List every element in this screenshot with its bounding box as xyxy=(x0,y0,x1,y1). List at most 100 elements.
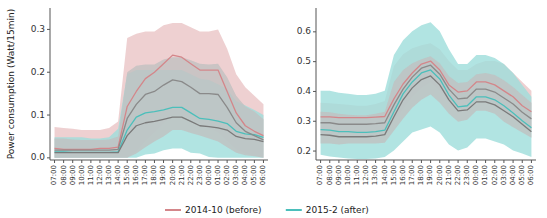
x-tick-label: 07:00 xyxy=(50,165,58,185)
x-tick xyxy=(357,160,358,163)
x-tick-label: 10:00 xyxy=(344,165,352,185)
x-tick xyxy=(421,160,422,163)
x-tick-label: 16:00 xyxy=(399,165,407,185)
y-tick xyxy=(47,115,50,116)
x-tick-label: 01:00 xyxy=(214,165,222,185)
x-tick xyxy=(320,160,321,163)
x-tick-label: 21:00 xyxy=(178,165,186,185)
x-tick-label: 05:00 xyxy=(518,165,526,185)
x-tick-label: 23:00 xyxy=(463,165,471,185)
x-tick xyxy=(384,160,385,163)
x-tick xyxy=(236,160,237,163)
x-tick xyxy=(63,160,64,163)
x-tick-label: 01:00 xyxy=(481,165,489,185)
x-tick-label: 08:00 xyxy=(326,165,334,185)
y-tick xyxy=(313,91,316,92)
x-tick-label: 22:00 xyxy=(454,165,462,185)
x-tick xyxy=(127,160,128,163)
x-tick xyxy=(136,160,137,163)
x-tick-label: 16:00 xyxy=(132,165,140,185)
line xyxy=(55,117,264,153)
x-tick-label: 07:00 xyxy=(316,165,324,185)
x-tick xyxy=(72,160,73,163)
y-tick xyxy=(47,72,50,73)
x-tick xyxy=(448,160,449,163)
y-tick-label: 0.0 xyxy=(31,152,46,162)
x-tick xyxy=(245,160,246,163)
x-tick xyxy=(403,160,404,163)
x-tick-label: 03:00 xyxy=(500,165,508,185)
x-tick xyxy=(54,160,55,163)
x-tick-label: 09:00 xyxy=(335,165,343,185)
x-tick-label: 22:00 xyxy=(187,165,195,185)
x-tick-label: 19:00 xyxy=(159,165,167,185)
plot-area xyxy=(321,22,532,159)
line xyxy=(55,107,264,152)
x-tick xyxy=(172,160,173,163)
x-tick xyxy=(254,160,255,163)
x-tick-label: 10:00 xyxy=(78,165,86,185)
x-tick xyxy=(531,160,532,163)
y-tick xyxy=(313,121,316,122)
y-tick xyxy=(47,29,50,30)
x-tick-label: 11:00 xyxy=(87,165,95,185)
x-tick xyxy=(467,160,468,163)
x-tick xyxy=(81,160,82,163)
line xyxy=(321,61,532,118)
y-tick-label: 0.1 xyxy=(31,110,45,120)
x-tick-label: 14:00 xyxy=(114,165,122,185)
x-tick-label: 20:00 xyxy=(169,165,177,185)
band xyxy=(55,57,264,158)
line xyxy=(321,70,532,132)
x-tick-label: 09:00 xyxy=(69,165,77,185)
x-tick xyxy=(494,160,495,163)
x-tick-label: 04:00 xyxy=(509,165,517,185)
y-tick xyxy=(313,151,316,152)
x-tick xyxy=(118,160,119,163)
panel: 0.20.30.40.50.607:0008:0009:0010:0011:00… xyxy=(297,8,536,185)
legend-swatch xyxy=(286,209,302,211)
x-tick xyxy=(190,160,191,163)
x-tick-label: 02:00 xyxy=(491,165,499,185)
x-tick-label: 08:00 xyxy=(60,165,68,185)
band xyxy=(321,56,532,144)
x-tick xyxy=(485,160,486,163)
y-tick-label: 0.5 xyxy=(297,56,311,66)
y-axis xyxy=(50,8,51,160)
legend-label: 2015-2 (after) xyxy=(306,205,369,215)
line xyxy=(55,80,264,150)
x-tick-label: 00:00 xyxy=(205,165,213,185)
y-tick-label: 0.2 xyxy=(31,67,45,77)
x-tick-label: 06:00 xyxy=(259,165,267,185)
x-tick-label: 23:00 xyxy=(196,165,204,185)
line xyxy=(321,65,532,124)
x-tick-label: 21:00 xyxy=(445,165,453,185)
x-tick xyxy=(513,160,514,163)
y-tick-label: 0.3 xyxy=(31,24,45,34)
x-tick xyxy=(227,160,228,163)
y-tick xyxy=(313,61,316,62)
x-tick xyxy=(476,160,477,163)
x-tick-label: 14:00 xyxy=(381,165,389,185)
x-tick-label: 18:00 xyxy=(150,165,158,185)
x-tick xyxy=(218,160,219,163)
x-tick xyxy=(329,160,330,163)
y-tick-label: 0.4 xyxy=(297,86,312,96)
x-tick xyxy=(430,160,431,163)
x-tick xyxy=(90,160,91,163)
y-tick xyxy=(47,157,50,158)
line xyxy=(55,55,264,149)
x-tick-label: 02:00 xyxy=(223,165,231,185)
x-tick xyxy=(393,160,394,163)
x-tick-label: 12:00 xyxy=(362,165,370,185)
x-tick-label: 03:00 xyxy=(232,165,240,185)
x-tick-label: 11:00 xyxy=(353,165,361,185)
x-tick xyxy=(154,160,155,163)
x-tick xyxy=(109,160,110,163)
x-tick-label: 19:00 xyxy=(426,165,434,185)
y-axis xyxy=(316,8,317,160)
x-tick-label: 17:00 xyxy=(141,165,149,185)
x-tick xyxy=(439,160,440,163)
x-tick xyxy=(348,160,349,163)
x-tick-label: 17:00 xyxy=(408,165,416,185)
